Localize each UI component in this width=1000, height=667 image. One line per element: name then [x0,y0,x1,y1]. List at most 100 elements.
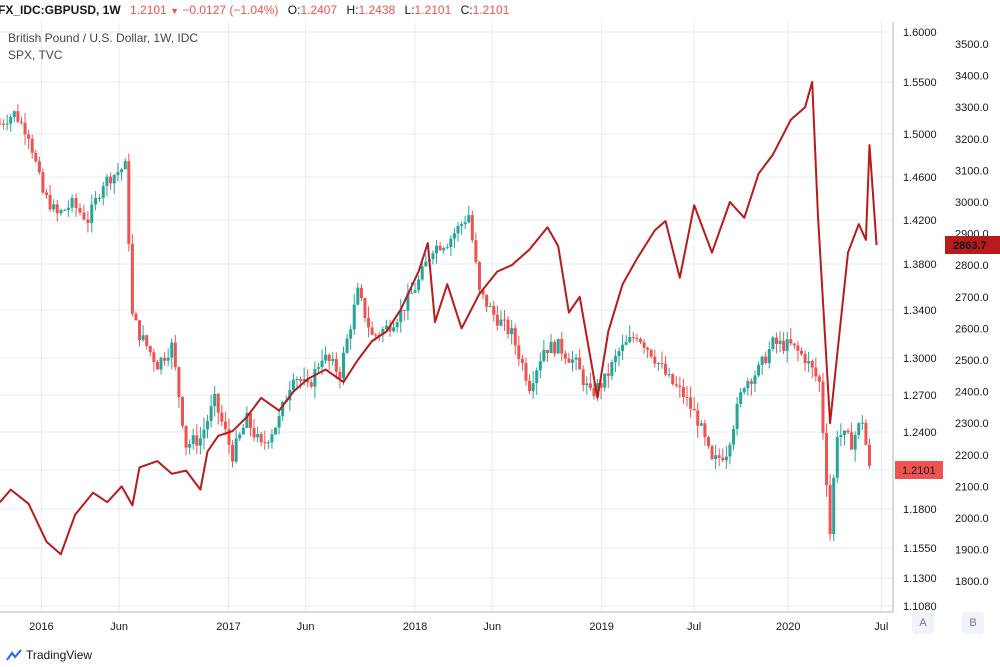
candle [0,117,2,125]
candle [442,246,446,254]
candle [839,423,843,447]
tradingview-footer[interactable]: TradingView [6,648,92,662]
candle [66,200,70,217]
candle [610,359,614,381]
candle [363,297,367,323]
candle [735,397,739,436]
candle [520,354,524,371]
candle [703,419,707,446]
candle [477,261,481,295]
candle [220,404,224,427]
main-series-legend[interactable]: British Pound / U.S. Dollar, 1W, IDC [8,31,199,45]
spx-tick-label: 2400.0 [955,387,989,399]
candle [256,426,260,443]
candle [202,417,206,450]
candle [27,129,31,150]
candle [327,353,331,370]
high-label: H: [346,3,359,17]
candle [227,418,231,454]
symbol-name[interactable]: FX_IDC:GBPUSD, 1W [0,3,121,17]
candle [545,349,549,363]
open-label: O: [287,3,301,17]
gbpusd-tick-label: 1.1300 [903,573,937,585]
candle [52,199,56,212]
candle [510,319,514,345]
candle [12,110,16,123]
candle [517,335,521,367]
candle [535,367,539,395]
candle [209,394,213,428]
time-tick-label: 2016 [29,621,53,633]
compare-series-legend[interactable]: SPX, TVC [8,48,63,62]
candle [664,356,668,377]
candle [717,448,721,467]
candle [30,134,34,159]
candle [431,250,435,265]
candle [621,334,625,361]
spx-tick-label: 3300.0 [955,102,989,114]
scale-a-button[interactable]: A [912,612,934,634]
candle [635,333,639,343]
candle [764,351,768,365]
candle [399,298,403,333]
candle [528,374,532,395]
candle [435,239,439,264]
candle [74,193,78,217]
spx-tick-label: 2500.0 [955,355,989,367]
candle [467,205,471,224]
candle [90,194,94,233]
spx-tick-label: 3000.0 [955,197,989,209]
time-tick-label: 2018 [403,621,427,633]
candle [274,427,278,436]
candle [367,306,371,338]
candle [413,283,417,294]
candle [617,347,621,366]
candle [309,379,313,389]
spx-tick-label: 2600.0 [955,323,989,335]
candle [180,396,184,429]
brand-text: TradingView [26,648,93,662]
candle [613,349,617,373]
candle [538,352,542,379]
candle [606,363,610,388]
candle [749,378,753,396]
gbpusd-tick-label: 1.6000 [903,27,937,39]
candle [152,348,156,372]
high-value: 1.2438 [358,3,396,17]
candle [714,445,718,470]
candle [499,310,503,327]
time-tick-label: Jul [874,621,888,633]
candle [101,181,105,206]
candle [828,474,832,541]
candle [728,442,732,465]
candle [170,338,174,370]
candle [689,386,693,418]
candle [349,324,353,350]
candle [470,210,474,243]
candle [563,350,567,365]
candle [567,352,571,364]
gbpusd-price-badge-bg [895,461,943,479]
candle [710,444,714,461]
spx-tick-label: 3200.0 [955,134,989,146]
candle [649,348,653,359]
candle [94,191,98,211]
candle [506,315,510,339]
candle [213,386,217,417]
candle [746,377,750,396]
candle [370,321,374,336]
time-tick-label: Jun [483,621,501,633]
candle [782,331,786,355]
candle [177,366,181,408]
candle [155,359,159,370]
time-tick-label: 2017 [216,621,240,633]
gbpusd-tick-label: 1.4600 [903,172,937,184]
candle [742,386,746,395]
spx-tick-label: 2000.0 [955,513,989,525]
candle [578,349,582,370]
candle [667,367,671,378]
candle [721,448,725,463]
candle [778,331,782,353]
spx-price-badge: 2863.7 [953,240,987,252]
scale-b-button[interactable]: B [962,612,984,634]
